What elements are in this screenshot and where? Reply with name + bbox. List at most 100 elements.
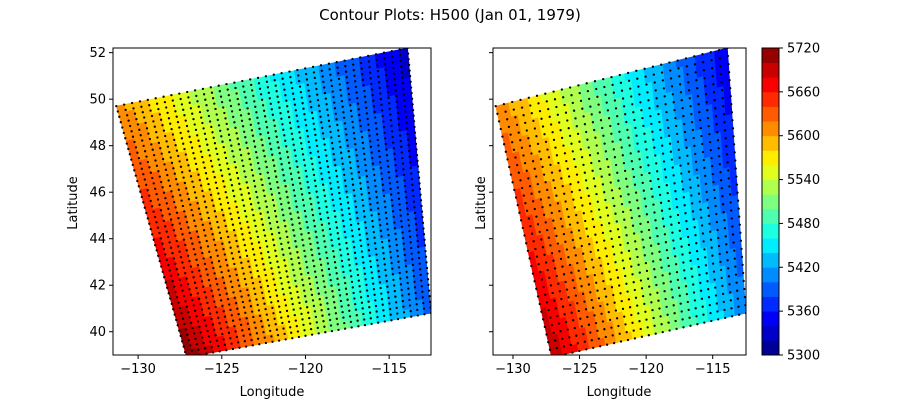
grid-point xyxy=(266,86,270,89)
grid-point xyxy=(249,123,252,126)
grid-point xyxy=(336,323,339,326)
grid-point xyxy=(727,70,731,74)
grid-point xyxy=(300,193,304,196)
grid-point xyxy=(382,257,386,260)
grid-point xyxy=(388,176,391,179)
grid-point xyxy=(726,54,730,58)
grid-point xyxy=(210,227,213,230)
grid-point xyxy=(317,332,320,335)
grid-point xyxy=(719,72,723,76)
grid-point xyxy=(241,233,244,236)
grid-point xyxy=(718,155,721,158)
grid-point xyxy=(222,214,225,217)
grid-point xyxy=(334,112,337,115)
grid-point xyxy=(366,237,369,241)
grid-point xyxy=(356,273,360,277)
grid-point xyxy=(721,97,724,100)
grid-point xyxy=(684,138,687,142)
grid-point xyxy=(603,191,606,194)
grid-point xyxy=(422,227,425,230)
field-cell xyxy=(402,309,411,319)
grid-point xyxy=(362,312,365,316)
grid-point xyxy=(161,186,164,189)
grid-point xyxy=(189,293,193,296)
y-tick-label: 52 xyxy=(89,46,106,61)
grid-point xyxy=(636,142,639,145)
grid-point xyxy=(183,181,187,185)
grid-point xyxy=(187,96,190,99)
grid-point xyxy=(291,223,294,226)
grid-point xyxy=(308,146,311,149)
grid-point xyxy=(635,69,638,72)
grid-point xyxy=(169,246,173,249)
grid-point xyxy=(282,174,285,177)
grid-point xyxy=(694,160,698,163)
grid-point xyxy=(243,130,246,133)
grid-point xyxy=(538,109,542,113)
grid-point xyxy=(131,163,134,167)
grid-point xyxy=(624,113,627,116)
grid-point xyxy=(335,175,339,178)
grid-point xyxy=(274,130,277,133)
grid-point xyxy=(394,238,398,241)
grid-point xyxy=(265,126,269,129)
grid-point xyxy=(393,289,396,293)
grid-point xyxy=(341,162,344,165)
grid-point xyxy=(736,191,739,194)
grid-point xyxy=(241,300,245,304)
grid-point xyxy=(392,147,395,150)
grid-point xyxy=(141,111,144,114)
grid-point xyxy=(411,103,414,106)
grid-point xyxy=(239,114,243,117)
grid-point xyxy=(731,119,734,122)
grid-point xyxy=(418,182,421,185)
grid-point xyxy=(307,186,310,189)
grid-point xyxy=(617,179,620,182)
grid-point xyxy=(243,340,246,343)
grid-point xyxy=(601,183,605,186)
grid-point xyxy=(197,105,200,108)
grid-point xyxy=(633,118,636,122)
grid-point xyxy=(410,315,413,318)
grid-point xyxy=(269,227,273,230)
grid-point xyxy=(525,129,528,132)
grid-point xyxy=(336,232,339,235)
grid-point xyxy=(253,287,256,290)
grid-point xyxy=(181,204,185,208)
grid-point xyxy=(169,156,172,159)
grid-point xyxy=(606,109,610,112)
grid-point xyxy=(352,291,355,295)
grid-point xyxy=(236,211,239,214)
grid-point xyxy=(402,87,405,91)
grid-point xyxy=(264,200,267,203)
grid-point xyxy=(170,161,174,165)
grid-point xyxy=(370,151,373,154)
grid-point xyxy=(378,155,381,158)
grid-point xyxy=(427,283,430,287)
grid-point xyxy=(392,72,396,75)
grid-point xyxy=(284,264,287,267)
grid-point xyxy=(155,102,159,105)
grid-point xyxy=(648,171,651,175)
grid-point xyxy=(307,89,310,92)
grid-point xyxy=(320,223,324,226)
grid-point xyxy=(604,93,607,96)
grid-point xyxy=(540,238,543,241)
grid-point xyxy=(256,269,259,273)
grid-point xyxy=(223,185,226,188)
grid-point xyxy=(421,221,425,225)
grid-point xyxy=(148,222,151,225)
grid-point xyxy=(397,191,400,195)
grid-point xyxy=(249,305,253,308)
grid-point xyxy=(529,224,532,228)
grid-point xyxy=(570,190,574,194)
grid-point xyxy=(710,67,714,70)
grid-point xyxy=(138,128,141,131)
grid-point xyxy=(351,234,354,238)
grid-point xyxy=(276,180,279,184)
grid-point xyxy=(296,290,299,294)
grid-point xyxy=(380,298,384,301)
grid-point xyxy=(370,82,373,86)
grid-point xyxy=(314,133,317,137)
grid-point xyxy=(677,67,680,70)
